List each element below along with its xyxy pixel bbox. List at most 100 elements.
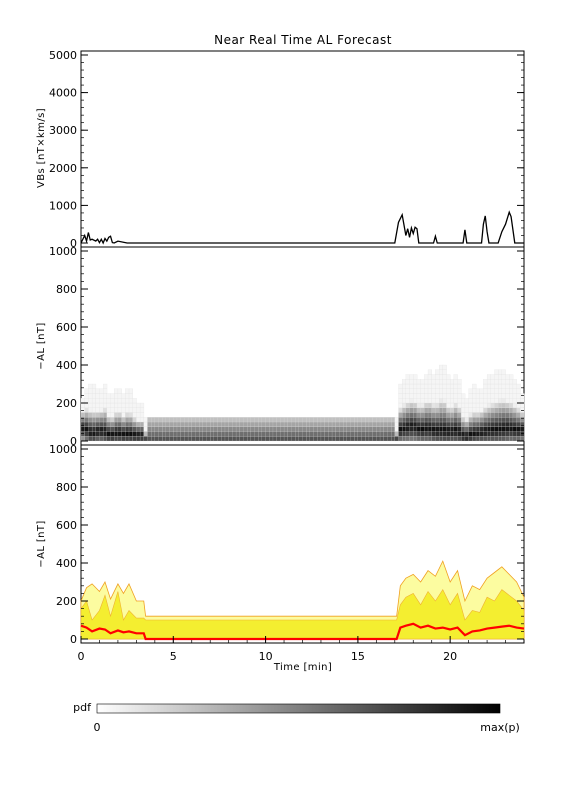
pdf-cell <box>486 426 492 432</box>
pdf-cell <box>479 421 484 427</box>
pdf-cell <box>431 388 436 394</box>
pdf-cell <box>106 407 111 413</box>
pdf-cell <box>184 417 189 423</box>
pdf-cell <box>501 436 506 442</box>
pdf-cell <box>394 426 399 432</box>
pdf-cell <box>483 388 488 394</box>
pdf-cell <box>509 417 514 423</box>
pdf-cell <box>287 426 292 432</box>
pdf-cell <box>354 421 359 427</box>
pdf-cell <box>472 383 477 389</box>
pdf-cell <box>383 421 388 427</box>
pdf-cell <box>472 426 477 432</box>
pdf-cell <box>398 398 403 404</box>
pdf-cell <box>427 436 433 442</box>
pdf-cell <box>313 417 318 423</box>
pdf-cell <box>427 398 433 404</box>
pdf-cell <box>202 417 207 423</box>
pdf-cell <box>394 421 399 427</box>
pdf-cell <box>114 412 119 418</box>
pdf-cell <box>357 417 362 423</box>
pdf-cell <box>512 388 517 394</box>
pdf-cell <box>213 417 218 423</box>
pdf-cell <box>291 417 296 423</box>
pdf-cell <box>483 417 488 423</box>
pdf-cell <box>235 431 241 437</box>
pdf-cell <box>91 426 97 432</box>
pdf-cell <box>283 421 289 427</box>
pdf-cell <box>468 398 473 404</box>
pdf-cell <box>498 412 503 418</box>
pdf-cell <box>283 436 289 442</box>
pdf-cell <box>505 379 510 385</box>
pdf-cell <box>472 402 477 408</box>
pdf-cell <box>402 379 407 385</box>
y-tick-label: 200 <box>56 397 77 410</box>
pdf-cell <box>405 402 410 408</box>
pdf-cell <box>128 393 133 399</box>
pdf-cell <box>501 369 506 375</box>
pdf-cell <box>269 421 274 427</box>
pdf-cell <box>84 407 89 413</box>
pdf-cell <box>339 436 344 442</box>
pdf-cell <box>509 407 514 413</box>
pdf-cell <box>261 421 266 427</box>
pdf-cell <box>210 426 215 432</box>
pdf-cell <box>125 417 130 423</box>
pdf-cell <box>394 431 399 437</box>
pdf-cell <box>206 417 211 423</box>
pdf-cell <box>435 431 440 437</box>
pdf-cell <box>84 412 89 418</box>
pdf-cell <box>442 407 447 413</box>
pdf-cell <box>420 417 425 423</box>
pdf-cell <box>402 407 407 413</box>
pdf-cell <box>427 379 433 385</box>
pdf-cell <box>424 402 429 408</box>
pdf-cell <box>427 388 433 394</box>
pdf-cell <box>494 436 499 442</box>
pdf-cell <box>457 398 462 404</box>
pdf-cell <box>457 426 462 432</box>
pdf-cell <box>472 421 477 427</box>
pdf-cell <box>413 417 418 423</box>
pdf-cell <box>136 402 141 408</box>
pdf-cell <box>302 426 307 432</box>
pdf-cell <box>99 436 104 442</box>
x-tick-label: 10 <box>259 650 273 663</box>
pdf-cell <box>361 421 366 427</box>
pdf-cell <box>180 417 185 423</box>
pdf-cell <box>494 402 499 408</box>
pdf-cell <box>446 379 451 385</box>
pdf-cell <box>509 412 514 418</box>
pdf-cell <box>165 431 170 437</box>
pdf-cell <box>125 431 130 437</box>
pdf-cell <box>438 398 444 404</box>
pdf-cell <box>128 407 133 413</box>
pdf-cell <box>505 417 510 423</box>
pdf-cell <box>475 421 480 427</box>
pdf-cell <box>80 398 85 404</box>
pdf-cell <box>483 431 488 437</box>
pdf-cell <box>450 431 455 437</box>
pdf-cell <box>128 412 133 418</box>
pdf-cell <box>254 426 259 432</box>
pdf-cell <box>350 436 355 442</box>
pdf-cell <box>409 374 414 380</box>
pdf-cell <box>424 431 429 437</box>
pdf-cell <box>254 417 259 423</box>
pdf-cell <box>427 431 433 437</box>
pdf-cell <box>125 407 130 413</box>
pdf-cell <box>243 436 248 442</box>
pdf-cell <box>232 417 237 423</box>
pdf-cell <box>213 421 218 427</box>
pdf-cell <box>413 398 418 404</box>
pdf-cell <box>91 398 97 404</box>
pdf-cell <box>243 421 248 427</box>
pdf-cell <box>505 398 510 404</box>
pdf-cell <box>165 421 170 427</box>
pdf-cell <box>438 412 444 418</box>
pdf-cell <box>431 412 436 418</box>
pdf-cell <box>483 393 488 399</box>
pdf-cell <box>132 412 137 418</box>
pdf-cell <box>505 412 510 418</box>
